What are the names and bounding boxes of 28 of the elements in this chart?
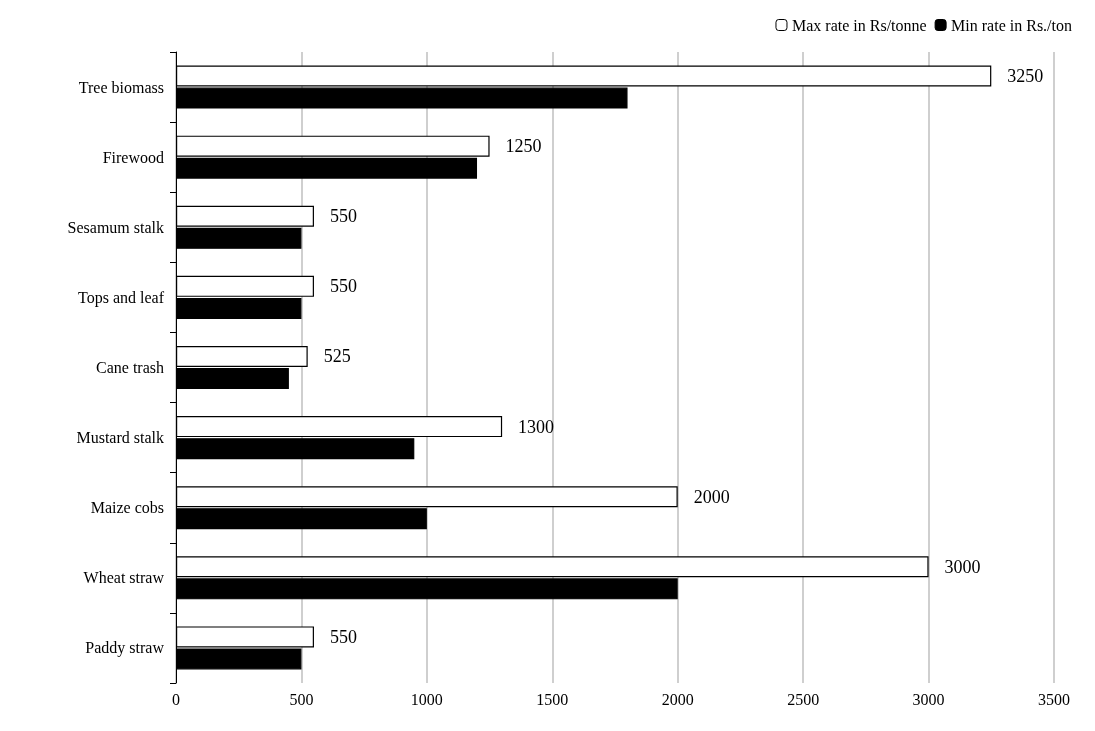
data-label: 2000	[693, 486, 730, 507]
y-tick-label: Mustard stalk	[76, 429, 164, 447]
y-tick-label: Tree biomass	[78, 78, 164, 96]
data-label: 3250	[1007, 66, 1044, 87]
y-tick-label: Tops and leaf	[78, 288, 165, 307]
y-tick-label: Cane trash	[96, 359, 164, 376]
y-tick-label: Maize cobs	[90, 499, 164, 517]
data-label: 550	[329, 626, 357, 647]
data-label: 1300	[518, 416, 555, 437]
y-tick-label: Paddy straw	[85, 639, 165, 658]
x-tick-label: 500	[289, 690, 314, 708]
data-label: 550	[329, 206, 357, 227]
y-tick-label: Firewood	[102, 148, 164, 166]
legend-label: Min rate in Rs./ton	[951, 16, 1073, 34]
y-tick-label: Wheat straw	[83, 569, 165, 587]
x-tick-label: 2000	[661, 690, 694, 708]
x-tick-label: 1000	[410, 690, 443, 708]
x-tick-label: 3000	[912, 690, 945, 708]
y-tick-label: Sesamum stalk	[67, 218, 164, 236]
x-tick-label: 2500	[787, 690, 820, 708]
data-label: 550	[329, 276, 357, 297]
data-label: 525	[323, 346, 351, 367]
data-label: 1250	[505, 136, 542, 157]
data-label: 3000	[944, 556, 981, 577]
legend-label: Max rate in Rs/tonne	[791, 16, 927, 34]
x-tick-label: 0	[172, 690, 180, 708]
x-tick-label: 1500	[536, 690, 569, 708]
x-tick-label: 3500	[1038, 690, 1070, 708]
